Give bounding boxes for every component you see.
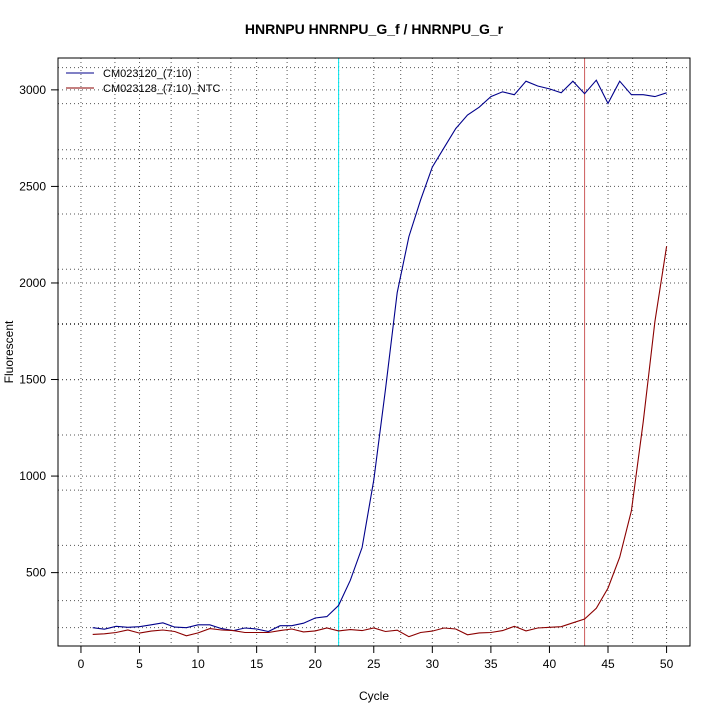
y-tick-label: 500: [26, 566, 46, 580]
legend-label: CM023120_(7:10): [103, 68, 192, 80]
legend-label: CM023128_(7:10)_NTC: [103, 83, 220, 95]
y-tick-label: 2000: [19, 276, 46, 290]
x-tick-label: 0: [78, 657, 85, 671]
chart-title: HNRNPU HNRNPU_G_f / HNRNPU_G_r: [245, 21, 504, 37]
x-tick-label: 50: [660, 657, 674, 671]
x-tick-label: 20: [309, 657, 323, 671]
x-tick-label: 45: [601, 657, 615, 671]
series-line-2: [92, 246, 668, 638]
x-tick-label: 30: [426, 657, 440, 671]
series-group: [92, 79, 668, 638]
x-axis: 0 5 10 15 20 25 30 35 40 45 50: [78, 646, 674, 671]
y-tick-label: 1500: [19, 373, 46, 387]
x-tick-label: 35: [484, 657, 498, 671]
x-tick-label: 25: [367, 657, 381, 671]
x-tick-label: 5: [136, 657, 143, 671]
y-axis-label: Fluorescent: [2, 320, 16, 383]
y-tick-label: 2500: [19, 179, 46, 193]
threshold-lines: [338, 58, 586, 646]
legend: CM023120_(7:10) CM023128_(7:10)_NTC: [66, 68, 220, 95]
series-line-1: [92, 79, 667, 633]
x-tick-label: 40: [543, 657, 557, 671]
x-axis-label: Cycle: [359, 689, 389, 703]
x-tick-label: 10: [191, 657, 205, 671]
y-tick-label: 1000: [19, 469, 46, 483]
y-axis: 500 1000 1500 2000 2500 3000: [19, 83, 58, 580]
x-tick-label: 15: [250, 657, 264, 671]
y-tick-label: 3000: [19, 83, 46, 97]
